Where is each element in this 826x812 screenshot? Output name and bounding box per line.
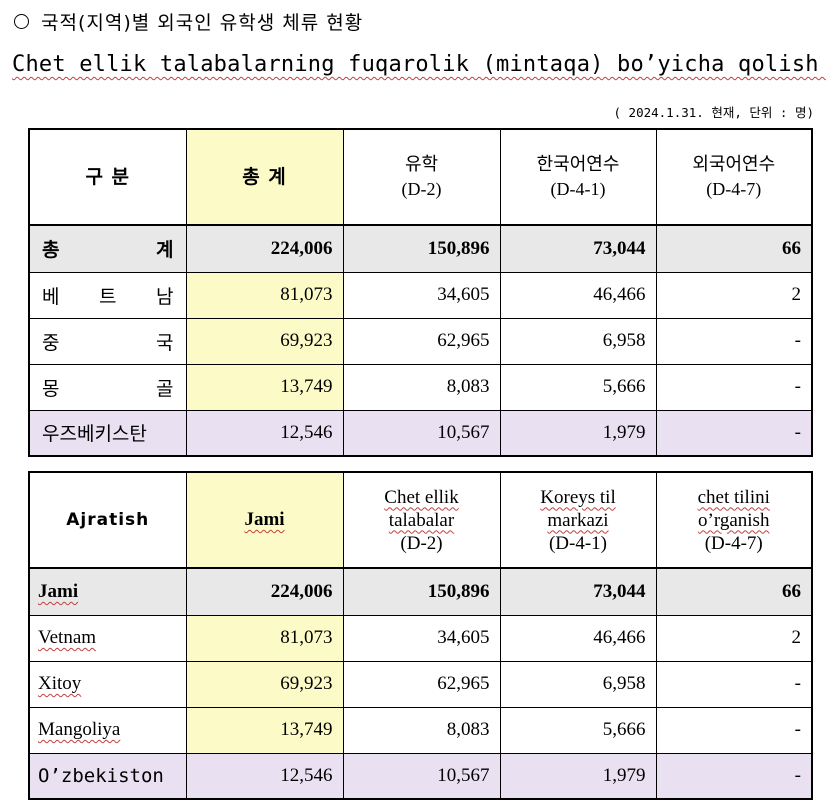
header-study: 유학 (D-2) — [342, 128, 501, 226]
cell-d2: 34,605 — [342, 614, 501, 662]
cell-d2: 8,083 — [342, 363, 501, 411]
table-row: 중 국 69,923 62,965 6,958 - — [28, 317, 813, 365]
cell-total: 81,073 — [185, 271, 344, 319]
table-row: 우즈베키스탄 12,546 10,567 1,979 - — [28, 409, 813, 457]
cell-total: 224,006 — [185, 567, 344, 616]
cell-d47: 66 — [655, 567, 813, 616]
cell-d41: 73,044 — [499, 224, 657, 273]
cell-d47: - — [655, 660, 813, 708]
circle-bullet-icon — [14, 13, 29, 29]
cell-total: 12,546 — [185, 409, 344, 457]
unit-note: ( 2024.1.31. 현재, 단위 : 명) — [613, 105, 815, 120]
cell-d41: 1,979 — [499, 409, 657, 457]
cell-d2: 10,567 — [342, 752, 501, 800]
cell-d41: 46,466 — [499, 271, 657, 319]
row-label: 우즈베키스탄 — [28, 409, 187, 457]
heading-ko-text: 국적(지역)별 외국인 유학생 체류 현황 — [41, 11, 364, 34]
table-row: Xitoy 69,923 62,965 6,958 - — [28, 660, 813, 708]
cell-d2: 10,567 — [342, 409, 501, 457]
cell-d2: 62,965 — [342, 317, 501, 365]
cell-d41: 6,958 — [499, 660, 657, 708]
row-label: Xitoy — [28, 660, 187, 708]
cell-total: 12,546 — [185, 752, 344, 800]
row-label: Jami — [28, 567, 187, 616]
table-row: O’zbekiston 12,546 10,567 1,979 - — [28, 752, 813, 800]
header-total: Jami — [185, 471, 344, 569]
table-row: 베 트 남 81,073 34,605 46,466 2 — [28, 271, 813, 319]
cell-d2: 150,896 — [342, 567, 501, 616]
table-header-row: 구 분 총 계 유학 (D-2) 한국어연수 (D-4-1) 외국어연수 (D-4-7… — [28, 128, 813, 226]
row-label: 베 트 남 — [28, 271, 187, 319]
table-header-row: Ajratish Jami Chet ellik talabalar (D-2) K… — [28, 471, 813, 569]
cell-d47: - — [655, 706, 813, 754]
cell-total: 69,923 — [185, 317, 344, 365]
header-korean-training: Koreys til markazi (D-4-1) — [499, 471, 657, 569]
cell-d47: 2 — [655, 271, 813, 319]
cell-d41: 46,466 — [499, 614, 657, 662]
cell-d2: 34,605 — [342, 271, 501, 319]
cell-total: 13,749 — [185, 363, 344, 411]
table-row-total: 총 계 224,006 150,896 73,044 66 — [28, 224, 813, 273]
stats-table-korean: 구 분 총 계 유학 (D-2) 한국어연수 (D-4-1) 외국어연수 (D-4-7… — [28, 128, 813, 457]
cell-d47: - — [655, 752, 813, 800]
cell-d41: 6,958 — [499, 317, 657, 365]
cell-d2: 62,965 — [342, 660, 501, 708]
cell-total: 81,073 — [185, 614, 344, 662]
table-row: Mangoliya 13,749 8,083 5,666 - — [28, 706, 813, 754]
cell-total: 69,923 — [185, 660, 344, 708]
cell-total: 13,749 — [185, 706, 344, 754]
header-foreign-language-training: chet tilini o’rganish (D-4-7) — [655, 471, 813, 569]
stats-table-uzbek: Ajratish Jami Chet ellik talabalar (D-2) K… — [28, 471, 813, 800]
table-row-total: Jami 224,006 150,896 73,044 66 — [28, 567, 813, 616]
cell-d47: 2 — [655, 614, 813, 662]
header-korean-training: 한국어연수 (D-4-1) — [499, 128, 657, 226]
cell-d2: 150,896 — [342, 224, 501, 273]
header-category: 구 분 — [28, 128, 187, 226]
row-label: 몽 골 — [28, 363, 187, 411]
table-row: Vetnam 81,073 34,605 46,466 2 — [28, 614, 813, 662]
table-row: 몽 골 13,749 8,083 5,666 - — [28, 363, 813, 411]
row-label: 중 국 — [28, 317, 187, 365]
cell-total: 224,006 — [185, 224, 344, 273]
header-study: Chet ellik talabalar (D-2) — [342, 471, 501, 569]
row-label: Vetnam — [28, 614, 187, 662]
cell-d41: 1,979 — [499, 752, 657, 800]
cell-d41: 5,666 — [499, 363, 657, 411]
header-total: 총 계 — [185, 128, 344, 226]
row-label: O’zbekiston — [28, 752, 187, 800]
cell-d47: - — [655, 363, 813, 411]
header-category: Ajratish — [28, 471, 187, 569]
row-label: 총 계 — [28, 224, 187, 273]
cell-d2: 8,083 — [342, 706, 501, 754]
cell-d47: - — [655, 317, 813, 365]
cell-d41: 73,044 — [499, 567, 657, 616]
cell-d47: - — [655, 409, 813, 457]
cell-d41: 5,666 — [499, 706, 657, 754]
header-foreign-language-training: 외국어연수 (D-4-7) — [655, 128, 813, 226]
row-label: Mangoliya — [28, 706, 187, 754]
section-heading-korean: 국적(지역)별 외국인 유학생 체류 현황 — [14, 6, 363, 36]
section-heading-uzbek: Chet ellik talabalarning fuqarolik (mint… — [12, 52, 826, 77]
cell-d47: 66 — [655, 224, 813, 273]
